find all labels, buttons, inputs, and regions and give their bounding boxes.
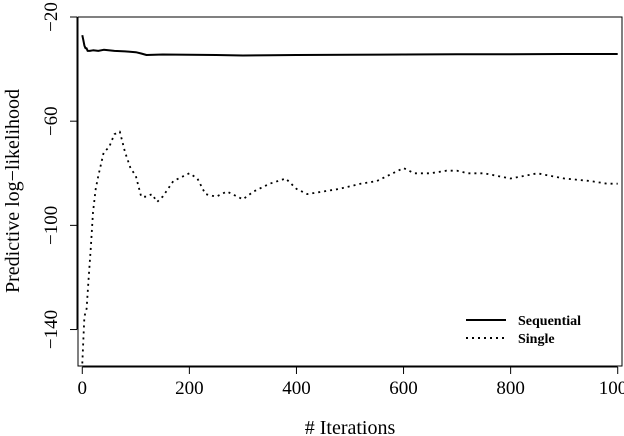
y-tick-label: −20 [41,2,62,32]
series-line-sequential [81,34,618,57]
y-tick-label: −100 [41,206,62,245]
x-tick-label: 600 [389,378,418,399]
legend-label-sequential: Sequential [518,314,581,329]
y-axis-title: Predictive log−likelihood [2,89,24,293]
legend-label-single: Single [518,332,555,347]
series-line-single [81,130,618,364]
x-tick-label: 200 [175,378,204,399]
series-layer [81,34,618,364]
x-tick-label: 0 [78,378,88,399]
legend: Sequential Single [466,314,581,347]
x-tick-label: 800 [496,378,525,399]
x-tick-label: 400 [282,378,311,399]
x-axis-title: # Iterations [305,417,396,436]
x-axis: 0 200 400 600 800 1000 [78,366,624,399]
plot-frame [77,16,623,367]
y-tick-label: −60 [41,106,62,136]
y-axis: −140 −100 −60 −20 [41,2,78,349]
y-tick-label: −140 [41,310,62,349]
x-tick-label: 1000 [599,378,624,399]
